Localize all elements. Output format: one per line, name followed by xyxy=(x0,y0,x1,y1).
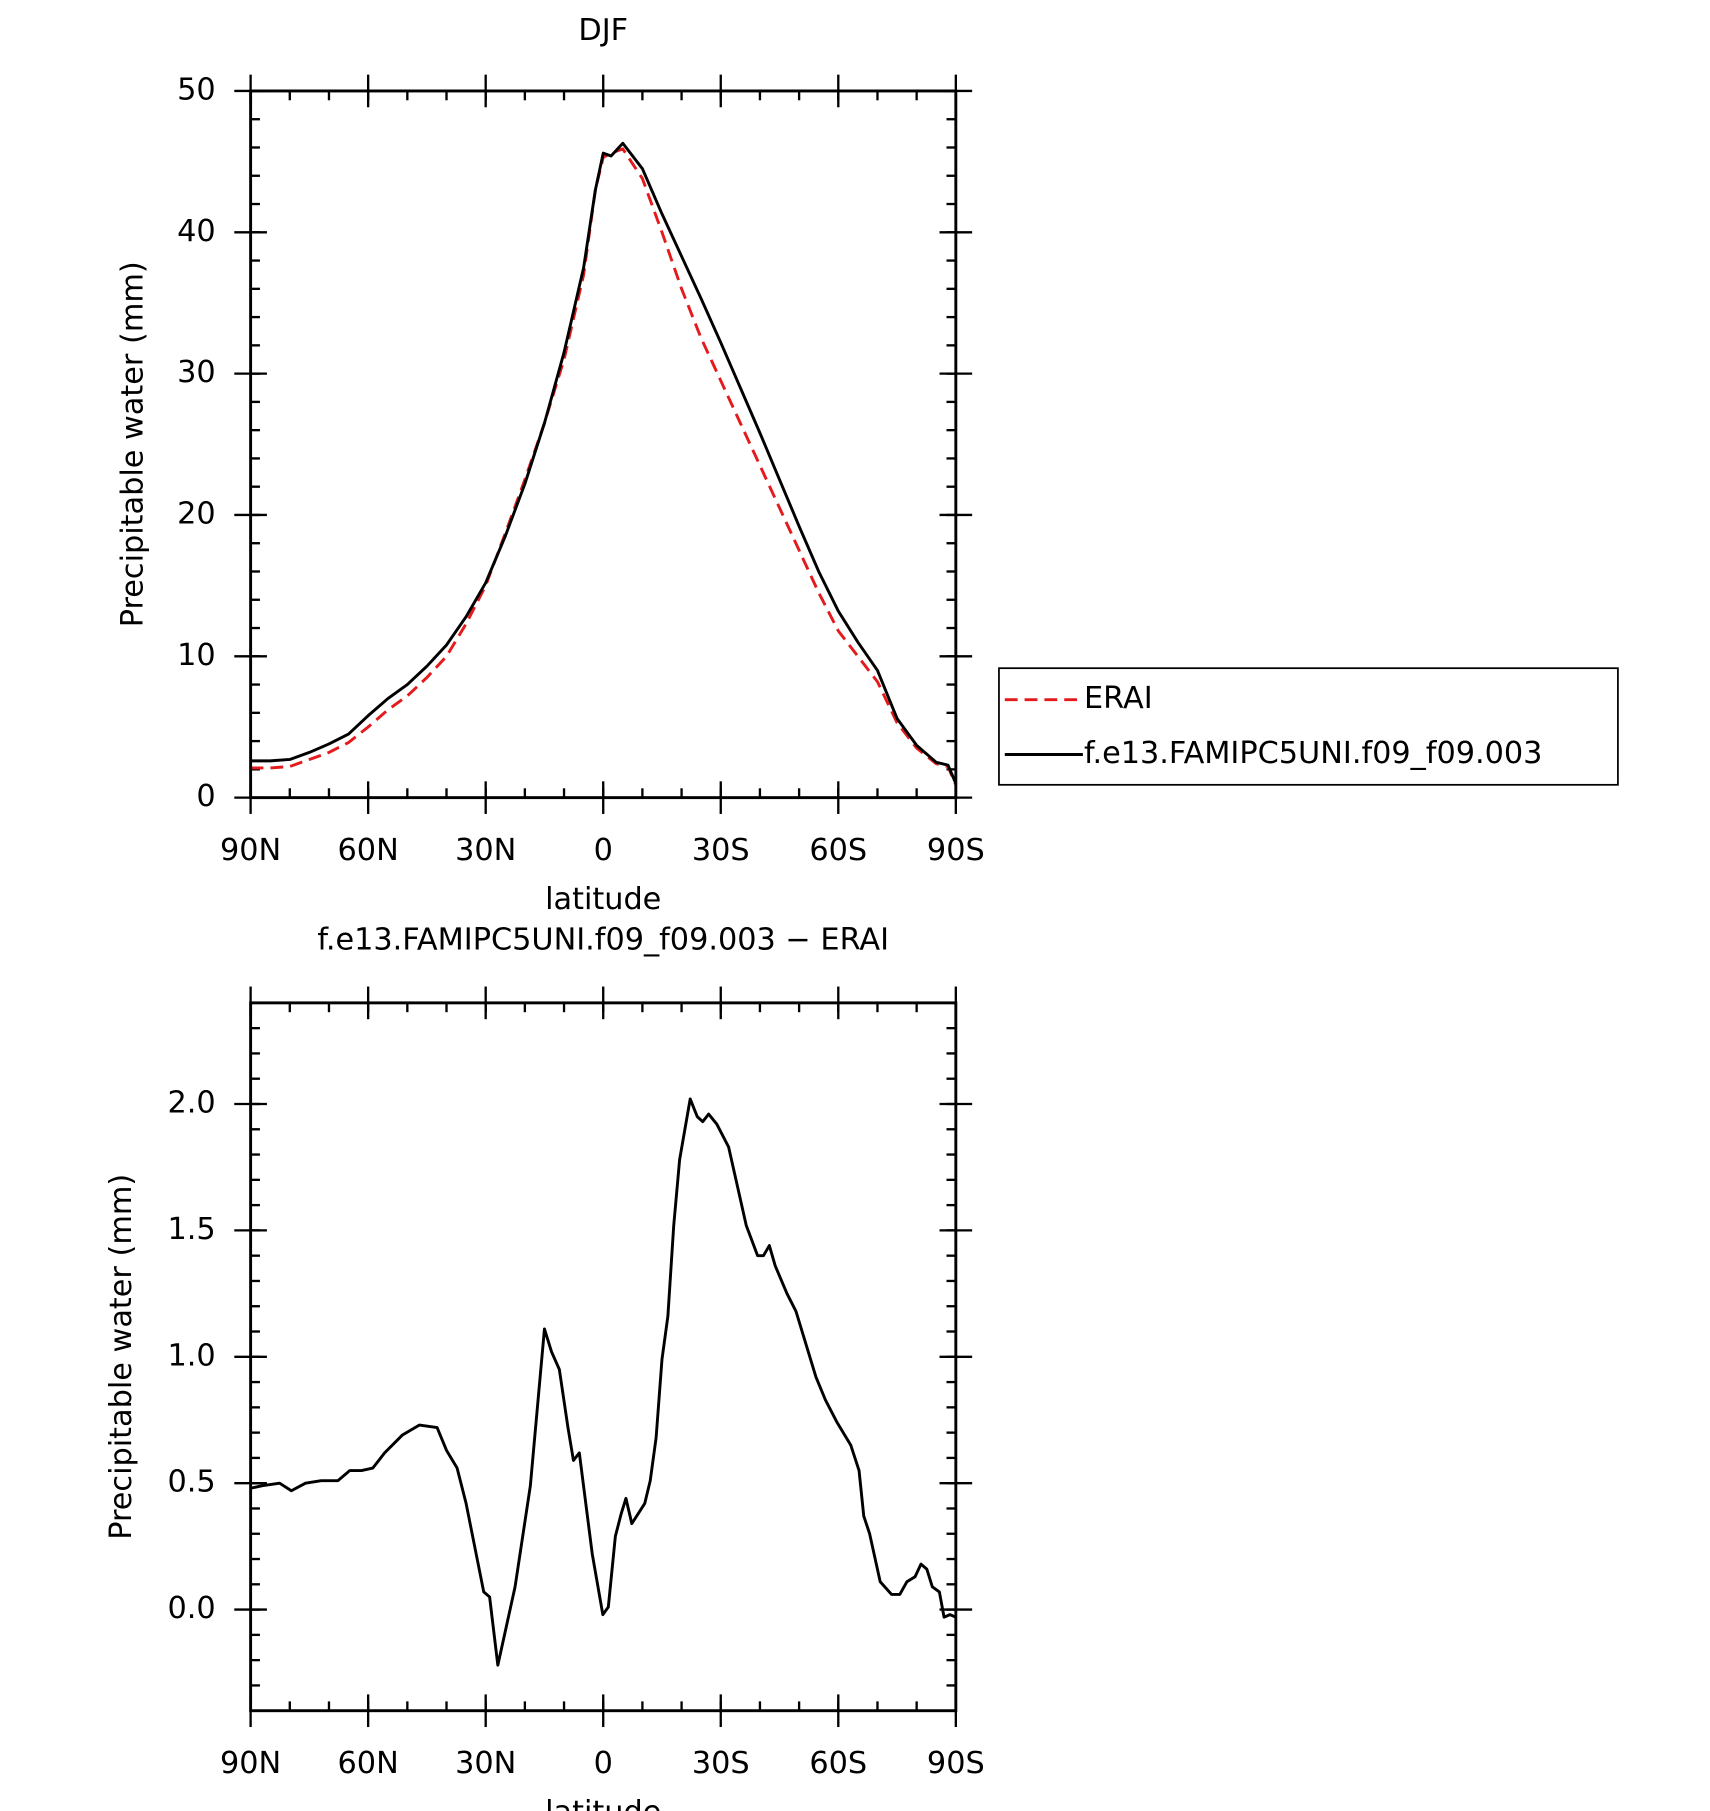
legend-label: ERAI xyxy=(1084,681,1153,716)
chart-title: f.e13.FAMIPC5UNI.f09_f09.003 − ERAI xyxy=(317,923,889,958)
x-tick-label: 90S xyxy=(927,1746,985,1781)
y-axis-label: Precipitable water (mm) xyxy=(104,1174,139,1540)
x-tick-label: 30S xyxy=(692,833,750,868)
y-tick-label: 1.0 xyxy=(167,1338,215,1373)
legend-label: f.e13.FAMIPC5UNI.f09_f09.003 xyxy=(1084,736,1542,771)
x-tick-label: 30N xyxy=(455,833,516,868)
x-tick-label: 60N xyxy=(338,833,399,868)
plot-frame xyxy=(249,89,958,800)
y-tick-label: 2.0 xyxy=(167,1085,215,1120)
y-tick-label: 20 xyxy=(177,496,216,531)
x-tick-label: 60N xyxy=(338,1746,399,1781)
y-tick-label: 0 xyxy=(196,779,215,814)
x-tick-label: 90S xyxy=(927,833,985,868)
legend-box xyxy=(998,667,1619,786)
x-tick-label: 0 xyxy=(594,833,613,868)
x-tick-label: 90N xyxy=(220,1746,281,1781)
data-line xyxy=(250,141,958,785)
x-tick-label: 60S xyxy=(809,1746,867,1781)
y-tick-label: 50 xyxy=(177,72,216,107)
x-tick-label: 0 xyxy=(594,1746,613,1781)
data-line xyxy=(250,1097,957,1667)
y-axis-label: Precipitable water (mm) xyxy=(116,261,151,627)
y-tick-label: 30 xyxy=(177,355,216,390)
y-tick-label: 0.5 xyxy=(167,1465,215,1500)
chart-title: DJF xyxy=(578,13,628,48)
x-tick-label: 30S xyxy=(692,1746,750,1781)
x-axis-label: latitude xyxy=(545,882,661,917)
data-line xyxy=(250,147,958,786)
y-tick-label: 40 xyxy=(177,214,216,249)
x-axis-label: latitude xyxy=(545,1795,661,1811)
y-tick-label: 10 xyxy=(177,638,216,673)
plot-frame xyxy=(249,1001,958,1713)
y-tick-label: 0.0 xyxy=(167,1591,215,1626)
x-tick-label: 30N xyxy=(455,1746,516,1781)
x-tick-label: 90N xyxy=(220,833,281,868)
y-tick-label: 1.5 xyxy=(167,1212,215,1247)
x-tick-label: 60S xyxy=(809,833,867,868)
